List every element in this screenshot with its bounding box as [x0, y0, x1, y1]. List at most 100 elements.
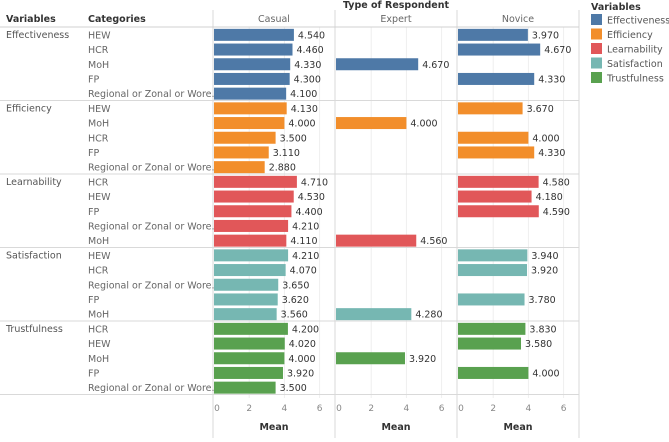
- x-tick-label: 0: [336, 404, 342, 414]
- bar: [214, 43, 293, 56]
- bar: [458, 175, 539, 188]
- category-label: HCR: [88, 45, 109, 56]
- legend-item-efficiency: Efficiency: [607, 30, 653, 41]
- data-label: 4.280: [415, 310, 442, 321]
- bar: [458, 366, 529, 379]
- data-label: 4.330: [294, 60, 321, 71]
- data-label: 3.620: [282, 295, 309, 306]
- bar: [458, 337, 522, 350]
- bar: [214, 28, 294, 41]
- data-label: 4.000: [532, 368, 559, 379]
- x-tick-label: 2: [490, 404, 496, 414]
- variable-label: Satisfaction: [6, 251, 62, 262]
- categories-header: Categories: [88, 14, 146, 25]
- category-label: Regional or Zonal or Wore..: [88, 383, 218, 394]
- bar: [214, 161, 265, 174]
- data-label: 4.670: [422, 60, 449, 71]
- category-label: MoH: [88, 236, 109, 247]
- data-label: 4.710: [301, 177, 328, 188]
- legend-swatch: [591, 43, 602, 54]
- bar: [214, 131, 276, 144]
- data-label: 4.400: [295, 207, 322, 218]
- data-label: 3.920: [287, 368, 314, 379]
- category-label: HEW: [88, 192, 111, 203]
- bar: [458, 322, 526, 335]
- bar: [458, 28, 528, 41]
- legend-title: Variables: [591, 2, 641, 13]
- x-tick-label: 4: [526, 404, 532, 414]
- category-label: FP: [88, 148, 99, 159]
- data-label: 3.500: [280, 383, 307, 394]
- bar: [458, 72, 535, 85]
- data-label: 3.780: [529, 295, 556, 306]
- data-label: 3.500: [280, 133, 307, 144]
- legend-item-satisfaction: Satisfaction: [607, 59, 663, 70]
- bar: [214, 175, 297, 188]
- bar: [214, 308, 277, 321]
- x-axis-label: Mean: [259, 422, 288, 433]
- bar: [214, 352, 285, 365]
- category-label: FP: [88, 368, 99, 379]
- data-label: 3.560: [281, 310, 308, 321]
- data-label: 4.000: [532, 133, 559, 144]
- variables-header: Variables: [6, 14, 56, 25]
- bar: [458, 293, 525, 306]
- category-label: Regional or Zonal or Wore..: [88, 89, 218, 100]
- category-label: Regional or Zonal or Wore..: [88, 221, 218, 232]
- legend-swatch: [591, 72, 602, 83]
- legend-swatch: [591, 14, 602, 25]
- bar: [458, 146, 535, 159]
- legend-item-learnability: Learnability: [607, 45, 663, 56]
- data-label: 4.460: [296, 45, 323, 56]
- chart-title: Type of Respondent: [343, 0, 450, 11]
- category-label: Regional or Zonal or Wore..: [88, 163, 218, 174]
- bar: [336, 234, 417, 247]
- data-label: 4.330: [538, 148, 565, 159]
- x-tick-label: 4: [404, 404, 410, 414]
- bar: [458, 43, 541, 56]
- data-label: 4.000: [288, 354, 315, 365]
- category-label: HEW: [88, 339, 111, 350]
- data-label: 3.650: [282, 280, 309, 291]
- category-label: FP: [88, 207, 99, 218]
- x-tick-label: 0: [214, 404, 220, 414]
- variable-label: Trustfulness: [5, 324, 63, 335]
- data-label: 3.110: [273, 148, 300, 159]
- legend-item-trustfulness: Trustfulness: [606, 74, 664, 85]
- category-label: HEW: [88, 104, 111, 115]
- x-tick-label: 2: [246, 404, 252, 414]
- x-tick-label: 6: [439, 404, 445, 414]
- data-label: 4.110: [290, 236, 317, 247]
- bar: [214, 264, 286, 277]
- data-label: 4.020: [289, 339, 316, 350]
- bar: [458, 205, 539, 218]
- x-tick-label: 4: [282, 404, 288, 414]
- legend-swatch: [591, 57, 602, 69]
- data-label: 4.540: [298, 30, 325, 41]
- x-axis-label: Mean: [381, 422, 410, 433]
- data-label: 2.880: [269, 163, 296, 174]
- bar: [458, 102, 523, 115]
- data-label: 4.180: [536, 192, 563, 203]
- data-label: 3.920: [409, 354, 436, 365]
- data-label: 4.070: [290, 266, 317, 277]
- bar: [214, 58, 291, 71]
- data-label: 4.530: [298, 192, 325, 203]
- panel-header-casual: Casual: [258, 14, 290, 25]
- x-axis-label: Mean: [503, 422, 532, 433]
- data-label: 4.100: [290, 89, 317, 100]
- legend-swatch: [591, 28, 602, 40]
- category-label: MoH: [88, 354, 109, 365]
- data-label: 4.300: [294, 74, 321, 85]
- data-label: 4.330: [538, 74, 565, 85]
- data-label: 3.670: [527, 104, 554, 115]
- data-label: 4.200: [292, 324, 319, 335]
- category-label: HEW: [88, 30, 111, 41]
- data-label: 4.000: [410, 119, 437, 130]
- x-tick-label: 6: [317, 404, 323, 414]
- variable-label: Effectiveness: [6, 30, 69, 41]
- data-label: 3.830: [529, 324, 556, 335]
- data-label: 4.210: [292, 221, 319, 232]
- category-label: HCR: [88, 266, 109, 277]
- category-label: FP: [88, 74, 99, 85]
